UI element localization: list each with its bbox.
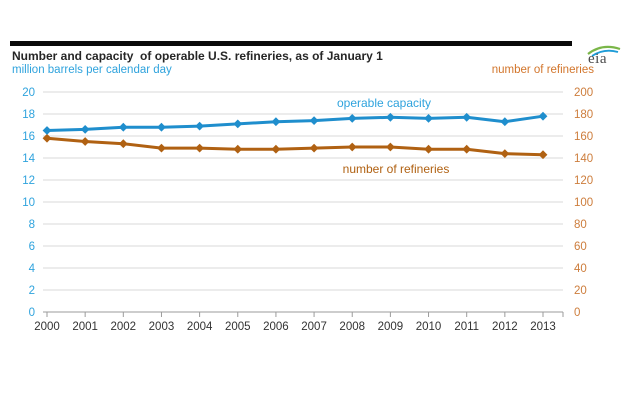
data-point-marker-number-of-refineries-2011 [462,144,472,154]
x-axis-year-label: 2006 [263,321,289,333]
data-point-marker-number-of-refineries-2002 [118,139,128,149]
x-axis-year-label: 2007 [301,321,327,333]
right-axis-unit-label: number of refineries [491,64,594,76]
y-axis-tick-label-left: 20 [22,87,35,99]
chart-title: Number and capacity of operable U.S. ref… [12,49,383,63]
data-point-marker-number-of-refineries-2004 [195,143,205,153]
eia-logo: eia [584,42,628,72]
x-axis-year-label: 2005 [225,321,251,333]
series-label-number-of-refineries: number of refineries [343,162,450,176]
y-axis-tick-label-left: 8 [29,219,35,231]
y-axis-tick-label-right: 80 [574,219,587,231]
data-point-marker-operable-capacity-2012 [500,117,510,127]
data-point-marker-operable-capacity-2011 [462,112,472,122]
x-axis-year-label: 2011 [454,321,479,333]
data-point-marker-operable-capacity-2000 [42,126,52,135]
data-point-marker-number-of-refineries-2010 [424,144,433,154]
x-axis-year-label: 2003 [149,321,175,333]
data-point-marker-operable-capacity-2010 [424,114,433,123]
x-axis-year-label: 2002 [111,321,137,333]
eia-logo-text: eia [588,51,607,67]
y-axis-tick-label-left: 16 [22,131,35,143]
x-axis-year-label: 2001 [72,321,98,333]
x-axis-year-label: 2013 [530,321,556,333]
data-point-marker-number-of-refineries-2003 [157,143,166,153]
y-axis-tick-label-right: 120 [574,175,593,187]
data-point-marker-operable-capacity-2008 [347,114,357,123]
data-point-marker-operable-capacity-2013 [538,111,548,121]
y-axis-tick-label-right: 100 [574,197,593,209]
y-axis-tick-label-right: 0 [574,307,580,319]
y-axis-tick-label-right: 20 [574,285,587,297]
y-axis-tick-label-right: 160 [574,131,593,143]
data-point-marker-operable-capacity-2007 [309,116,319,125]
y-axis-tick-label-left: 10 [22,197,35,209]
series-line-number-of-refineries [46,136,544,157]
y-axis-tick-label-left: 0 [29,307,35,319]
data-point-marker-number-of-refineries-2013 [538,150,548,160]
y-axis-tick-label-left: 6 [29,241,35,253]
data-point-marker-operable-capacity-2001 [80,125,90,134]
x-axis-year-label: 2012 [492,321,518,333]
data-point-marker-number-of-refineries-2005 [233,144,243,154]
series-label-operable-capacity: operable capacity [337,96,431,110]
y-axis-tick-label-right: 60 [574,241,587,253]
y-axis-tick-label-left: 14 [22,153,35,165]
y-axis-tick-label-right: 200 [574,87,593,99]
data-point-marker-number-of-refineries-2008 [347,142,357,152]
data-point-marker-number-of-refineries-2007 [309,143,319,153]
data-point-marker-number-of-refineries-2009 [385,142,395,152]
series-line-operable-capacity [46,114,544,132]
top-border-bar [10,41,572,46]
data-point-marker-operable-capacity-2006 [271,117,281,127]
x-axis-year-label: 2008 [339,321,365,333]
data-point-marker-number-of-refineries-2012 [500,149,510,158]
y-axis-tick-label-left: 18 [22,109,35,121]
y-axis-tick-label-right: 140 [574,153,593,165]
data-point-marker-operable-capacity-2009 [385,112,395,122]
data-point-marker-number-of-refineries-2006 [271,144,281,154]
y-axis-tick-label-left: 2 [29,285,35,297]
data-point-marker-number-of-refineries-2001 [80,137,90,146]
y-axis-tick-label-left: 4 [29,263,36,275]
data-point-marker-number-of-refineries-2000 [42,133,52,143]
x-axis-year-label: 2010 [416,321,442,333]
x-axis-year-label: 2009 [378,321,404,333]
y-axis-tick-label-right: 40 [574,263,587,275]
data-point-marker-operable-capacity-2004 [195,121,205,131]
x-axis-year-label: 2004 [187,321,213,333]
left-axis-unit-label: million barrels per calendar day [12,64,172,76]
eia-logo-swoosh-icon [587,45,621,57]
x-axis-year-label: 2000 [34,321,60,333]
y-axis-tick-label-right: 180 [574,109,593,121]
data-point-marker-operable-capacity-2003 [157,122,166,132]
data-point-marker-operable-capacity-2002 [118,122,128,132]
data-point-marker-operable-capacity-2005 [233,119,243,129]
y-axis-tick-label-left: 12 [22,175,35,187]
